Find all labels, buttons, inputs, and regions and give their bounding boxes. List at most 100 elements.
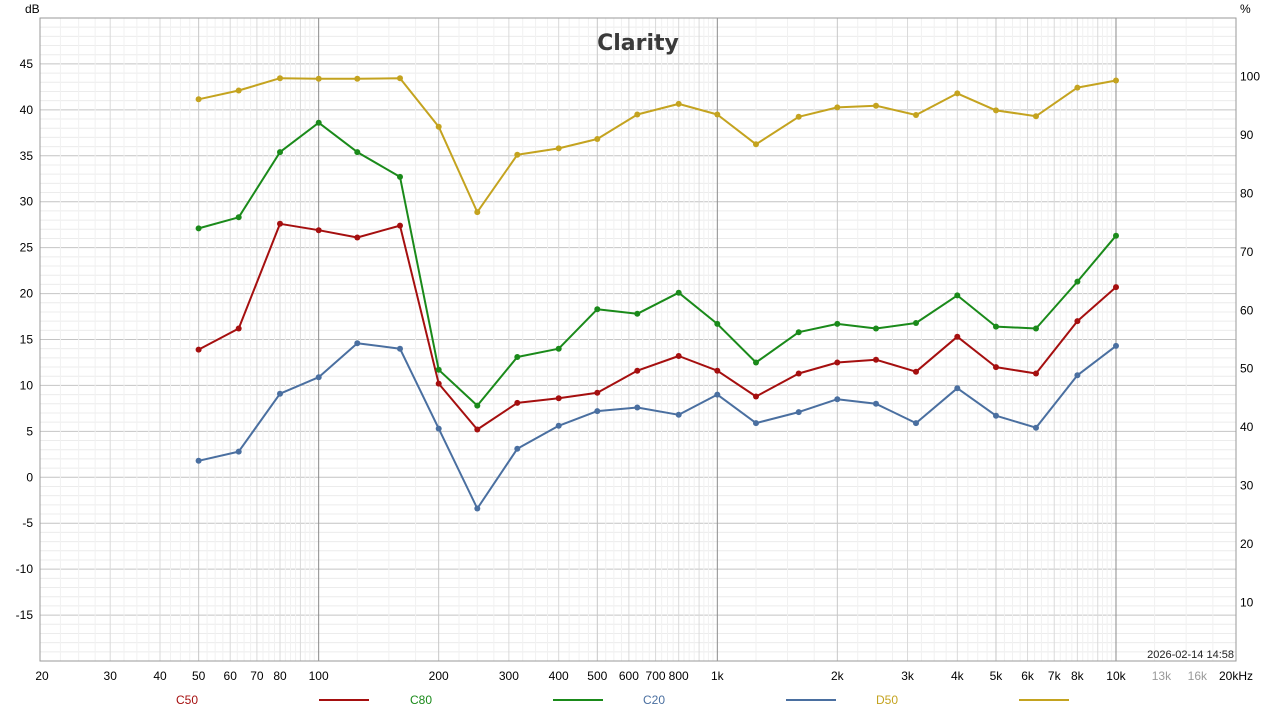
data-point-c50 <box>435 380 442 387</box>
data-point-c50 <box>594 389 601 396</box>
data-point-c80 <box>714 320 721 327</box>
data-point-c50 <box>397 222 403 229</box>
x-tick-label: 70 <box>250 669 264 683</box>
data-point-c50 <box>555 395 562 402</box>
data-point-c20 <box>397 345 403 352</box>
series-d50 <box>195 75 1119 216</box>
data-point-c20 <box>315 374 322 381</box>
data-point-d50 <box>235 87 242 94</box>
data-point-c50 <box>634 367 641 374</box>
data-point-d50 <box>795 113 802 120</box>
data-point-c20 <box>834 396 841 403</box>
data-point-d50 <box>1033 113 1039 120</box>
data-point-d50 <box>555 145 562 152</box>
data-point-d50 <box>954 90 961 97</box>
data-point-d50 <box>474 209 481 216</box>
data-point-c20 <box>675 411 682 418</box>
x-tick-label: 6k <box>1021 669 1035 683</box>
data-point-c20 <box>354 340 361 347</box>
data-point-d50 <box>913 112 919 118</box>
data-point-c80 <box>354 149 361 156</box>
data-point-c50 <box>873 356 879 363</box>
data-point-c80 <box>315 119 322 126</box>
x-tick-label: 16k <box>1188 669 1208 683</box>
x-tick-label: 300 <box>499 669 519 683</box>
series-line-c20 <box>198 342 1117 510</box>
x-tick-label: 8k <box>1071 669 1085 683</box>
y-left-tick-label: 30 <box>20 195 34 209</box>
data-point-c80 <box>514 354 521 360</box>
chart-title: Clarity <box>597 31 679 56</box>
data-point-c20 <box>594 408 601 415</box>
legend-label-d50: D50 <box>876 693 898 707</box>
x-tick-label: 7k <box>1048 669 1062 683</box>
data-point-c80 <box>954 292 961 299</box>
x-tick-label: 30 <box>104 669 118 683</box>
data-point-c20 <box>714 391 721 398</box>
data-point-c80 <box>1033 325 1039 332</box>
x-tick-label: 600 <box>619 669 639 683</box>
data-point-d50 <box>397 75 403 82</box>
data-point-c50 <box>954 333 961 340</box>
y-right-tick-label: 40 <box>1240 420 1254 434</box>
data-point-c80 <box>1113 232 1119 239</box>
data-point-c50 <box>714 367 721 374</box>
data-point-d50 <box>514 151 521 158</box>
x-tick-label: 20 <box>35 669 49 683</box>
y-left-tick-label: 45 <box>20 57 34 71</box>
data-point-d50 <box>1113 77 1119 84</box>
y-axis-right-ticks: 100 90 80 70 60 50 40 30 20 10 <box>1240 69 1260 609</box>
x-tick-label: 1k <box>711 669 725 683</box>
y-left-tick-label: 15 <box>20 333 34 347</box>
data-point-c50 <box>913 368 919 375</box>
data-point-c50 <box>753 393 759 400</box>
x-axis-ticks: 20 30 40 50 60 70 80 100 200 300 400 500 600 700 800 1k… <box>35 669 1253 683</box>
data-point-c80 <box>397 173 403 180</box>
data-point-c80 <box>555 345 562 352</box>
data-point-c20 <box>195 457 202 464</box>
data-point-d50 <box>675 100 682 107</box>
data-point-c20 <box>435 425 442 432</box>
x-tick-label: 500 <box>587 669 607 683</box>
series <box>195 75 1119 512</box>
data-point-c80 <box>634 310 641 317</box>
data-point-d50 <box>714 111 721 118</box>
data-point-c80 <box>993 323 999 330</box>
data-point-d50 <box>354 75 361 82</box>
plot-border <box>39 17 1237 662</box>
y-right-tick-label: 20 <box>1240 537 1254 551</box>
y-right-tick-label: 90 <box>1240 128 1254 142</box>
data-point-c20 <box>1033 424 1039 431</box>
timestamp: 2026-02-14 14:58 <box>1147 649 1234 661</box>
data-point-c50 <box>675 353 682 359</box>
x-tick-label: 60 <box>224 669 238 683</box>
data-point-c20 <box>1074 372 1081 379</box>
x-tick-label: 13k <box>1152 669 1172 683</box>
legend-label-c20: C20 <box>643 693 665 707</box>
x-tick-label: 3k <box>901 669 915 683</box>
series-line-d50 <box>198 77 1117 214</box>
x-tick-label: 10k <box>1106 669 1126 683</box>
series-c20 <box>195 340 1119 512</box>
data-point-d50 <box>277 75 283 82</box>
data-point-c20 <box>1113 342 1119 349</box>
y-right-tick-label: 80 <box>1240 186 1254 200</box>
data-point-c20 <box>954 385 961 392</box>
data-point-c50 <box>354 234 361 241</box>
data-point-c80 <box>1074 278 1081 285</box>
data-point-c20 <box>993 412 999 419</box>
data-point-d50 <box>873 102 879 109</box>
data-point-d50 <box>195 96 202 103</box>
data-point-c20 <box>474 505 481 512</box>
x-tick-label: 2k <box>831 669 845 683</box>
data-point-c20 <box>514 445 521 452</box>
x-tick-label: 4k <box>951 669 965 683</box>
data-point-c80 <box>195 225 202 232</box>
data-point-c80 <box>594 306 601 313</box>
data-point-d50 <box>435 123 442 130</box>
y-right-tick-label: 10 <box>1240 596 1254 610</box>
x-tick-label: 5k <box>990 669 1004 683</box>
series-c50 <box>195 220 1119 433</box>
